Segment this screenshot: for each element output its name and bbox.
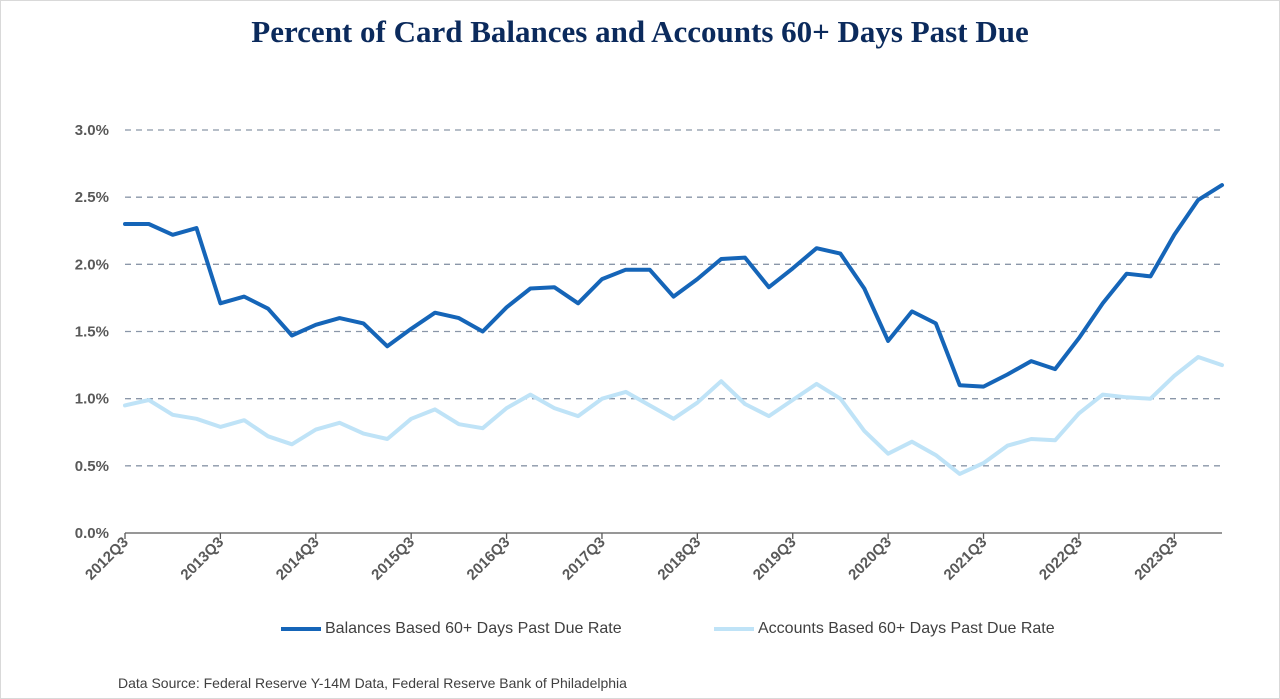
y-tick-label: 2.5% bbox=[75, 189, 109, 206]
x-tick-label: 2019Q3 bbox=[750, 534, 800, 584]
legend-label-accounts: Accounts Based 60+ Days Past Due Rate bbox=[758, 620, 1055, 637]
x-tick-label: 2015Q3 bbox=[368, 534, 418, 584]
series-line-balances bbox=[123, 183, 1224, 389]
x-tick-labels: 2012Q3 2013Q3 2014Q3 2015Q3 2016Q3 2017Q3 2018… bbox=[82, 534, 1181, 584]
x-tick-label: 2017Q3 bbox=[559, 534, 609, 584]
legend-item-balances[interactable]: Balances Based 60+ Days Past Due Rate bbox=[281, 620, 622, 638]
x-tick-label: 2021Q3 bbox=[941, 534, 991, 584]
y-tick-label: 2.0% bbox=[75, 256, 109, 273]
y-tick-label: 0.0% bbox=[75, 525, 109, 542]
data-source-note: Data Source: Federal Reserve Y-14M Data,… bbox=[118, 675, 627, 691]
y-tick-label: 1.0% bbox=[75, 391, 109, 408]
y-tick-label: 3.0% bbox=[75, 122, 109, 139]
x-tick-label: 2020Q3 bbox=[845, 534, 895, 584]
chart-title: Percent of Card Balances and Accounts 60… bbox=[251, 14, 1029, 49]
x-tick-label: 2014Q3 bbox=[273, 534, 323, 584]
series-lines bbox=[123, 183, 1224, 476]
grid-lines bbox=[125, 129, 1222, 467]
legend-swatch-balances bbox=[281, 627, 321, 631]
series-line-accounts bbox=[123, 355, 1224, 476]
x-tick-label: 2013Q3 bbox=[177, 534, 227, 584]
y-tick-labels: 0.0% 0.5% 1.0% 1.5% 2.0% 2.5% 3.0% bbox=[75, 122, 109, 542]
y-tick-label: 1.5% bbox=[75, 324, 109, 341]
legend-item-accounts[interactable]: Accounts Based 60+ Days Past Due Rate bbox=[714, 620, 1055, 638]
legend: Balances Based 60+ Days Past Due Rate Ac… bbox=[0, 620, 1280, 642]
legend-label-balances: Balances Based 60+ Days Past Due Rate bbox=[325, 620, 622, 637]
x-tick-label: 2018Q3 bbox=[654, 534, 704, 584]
x-tick-label: 2022Q3 bbox=[1036, 534, 1086, 584]
x-tick-label: 2023Q3 bbox=[1131, 534, 1181, 584]
y-tick-label: 0.5% bbox=[75, 458, 109, 475]
axes bbox=[124, 532, 1222, 539]
x-tick-label: 2016Q3 bbox=[464, 534, 514, 584]
legend-swatch-accounts bbox=[714, 627, 754, 631]
